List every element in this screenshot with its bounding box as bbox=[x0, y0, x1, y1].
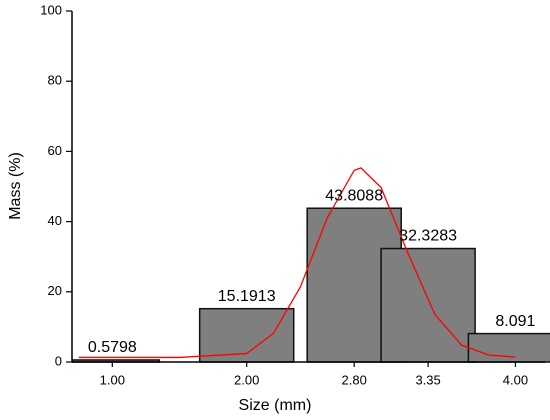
bar bbox=[467, 332, 550, 363]
x-axis-label: Size (mm) bbox=[239, 397, 312, 414]
value-label: 32.3283 bbox=[399, 228, 457, 245]
x-tick-label: 4.00 bbox=[503, 372, 528, 387]
y-tick-label: 100 bbox=[40, 2, 62, 17]
fit-curve bbox=[78, 167, 516, 359]
y-tick-label: 40 bbox=[48, 213, 62, 228]
plot-area bbox=[72, 167, 550, 363]
x-tick-label: 2.00 bbox=[234, 372, 259, 387]
value-label: 0.5798 bbox=[88, 339, 137, 356]
y-tick-label: 60 bbox=[48, 143, 62, 158]
x-tick-label: 1.00 bbox=[100, 372, 125, 387]
value-label: 8.091 bbox=[495, 313, 535, 330]
x-tick-label: 2.80 bbox=[342, 372, 367, 387]
y-axis-label: Mass (%) bbox=[7, 152, 24, 220]
value-label: 15.1913 bbox=[218, 288, 276, 305]
y-tick-label: 80 bbox=[48, 73, 62, 88]
y-tick-label: 20 bbox=[48, 283, 62, 298]
x-tick-label: 3.35 bbox=[415, 372, 440, 387]
y-tick-label: 0 bbox=[55, 353, 62, 368]
value-label: 43.8088 bbox=[325, 187, 383, 204]
